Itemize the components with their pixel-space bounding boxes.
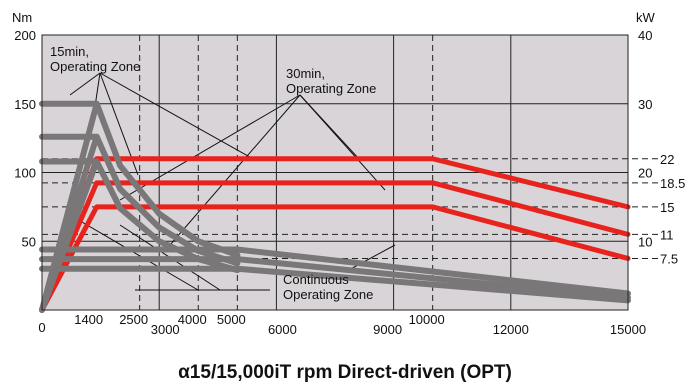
annotation-30min-line2: Operating Zone [286,81,376,96]
chart-title: α15/15,000iT rpm Direct-driven (OPT) [178,362,512,383]
x-tick-10000: 10000 [409,312,445,327]
x-tick-9000: 9000 [373,322,402,337]
series-torque-6 [39,246,631,297]
annotation-continuous-line1: Continuous [283,272,349,287]
x-tick-4000: 4000 [178,312,207,327]
y-right-label-7.5: 7.5 [660,251,678,266]
y-left-tick-150: 150 [14,97,36,112]
series-torque-ramp-11 [39,158,100,313]
y-left-tick-100: 100 [14,166,36,181]
annotation-continuous-line2: Operating Zone [283,287,373,302]
y-left-tick-50: 50 [22,234,36,249]
y-right-tick-40: 40 [638,28,652,43]
series-power-1 [39,180,631,313]
x-tick-2500: 2500 [119,312,148,327]
leader-line-5 [169,94,301,246]
y-right-tick-20: 20 [638,166,652,181]
annotation-30min: 30min, Operating Zone [286,66,376,96]
series-torque-3 [39,100,241,258]
y-right-unit: kW [636,10,656,25]
y-right-label-11: 11 [660,227,674,242]
y-right-tick-30: 30 [638,97,652,112]
series-torque-8 [39,265,631,304]
annotation-continuous: Continuous Operating Zone [283,272,373,302]
x-tick-12000: 12000 [493,322,529,337]
y-right-label-18.5: 18.5 [660,176,685,191]
leader-line-7 [299,94,386,191]
annotation-15min-line2: Operating Zone [50,59,140,74]
x-tick-1400: 1400 [74,312,103,327]
y-right-label-22: 22 [660,152,674,167]
annotation-15min-line1: 15min, [50,44,89,59]
y-right-tick-10: 10 [638,234,652,249]
x-tick-0: 0 [38,320,45,335]
y-right-label-15: 15 [660,200,674,215]
leader-line-3 [99,72,256,161]
x-tick-5000: 5000 [217,312,246,327]
leader-line-0 [69,72,101,96]
leader-line-11 [344,244,396,273]
series-power-2 [39,204,631,313]
series-torque-7 [39,256,631,301]
series-group [39,100,631,313]
x-tick-15000: 15000 [610,322,646,337]
y-left-unit: Nm [12,10,32,25]
plot-frame [41,34,629,311]
x-tick-3000: 3000 [151,322,180,337]
x-tick-6000: 6000 [268,322,297,337]
annotation-30min-line1: 30min, [286,66,325,81]
annotation-15min: 15min, Operating Zone [50,44,140,74]
y-left-tick-200: 200 [14,28,36,43]
